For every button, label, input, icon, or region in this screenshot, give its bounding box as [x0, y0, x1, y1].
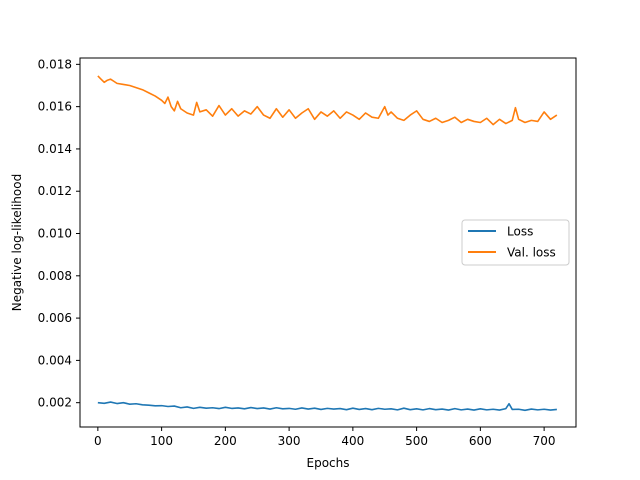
plot-frame: [79, 57, 577, 428]
x-tick-label: 0: [94, 434, 102, 448]
x-axis: 0 100 200 300 400 500 600 700: [94, 427, 556, 448]
y-tick-label: 0.016: [38, 100, 72, 114]
x-tick-label: 700: [533, 434, 556, 448]
y-tick-label: 0.004: [38, 353, 72, 367]
y-axis-label: Negative log-likelihood: [10, 174, 24, 311]
y-tick-label: 0.002: [38, 396, 72, 410]
series-line-val-loss: [97, 75, 558, 126]
x-axis-label: Epochs: [307, 456, 350, 470]
y-axis: 0.002 0.004 0.006 0.008 0.010 0.012 0.014 0.016…: [38, 57, 80, 410]
y-tick-label: 0.008: [38, 269, 72, 283]
x-tick-label: 100: [150, 434, 173, 448]
x-tick-label: 200: [214, 434, 237, 448]
plot-lines: [97, 75, 558, 412]
legend-label-loss: Loss: [507, 225, 533, 239]
legend-label-val-loss: Val. loss: [507, 246, 556, 260]
y-tick-label: 0.012: [38, 184, 72, 198]
y-tick-label: 0.014: [38, 142, 72, 156]
legend: Loss Val. loss: [461, 219, 570, 266]
x-tick-label: 300: [278, 434, 301, 448]
x-tick-label: 400: [341, 434, 364, 448]
x-tick-label: 600: [469, 434, 492, 448]
y-tick-label: 0.010: [38, 227, 72, 241]
series-line-loss: [97, 401, 557, 412]
y-tick-label: 0.018: [38, 57, 72, 71]
x-tick-label: 500: [405, 434, 428, 448]
y-tick-label: 0.006: [38, 311, 72, 325]
